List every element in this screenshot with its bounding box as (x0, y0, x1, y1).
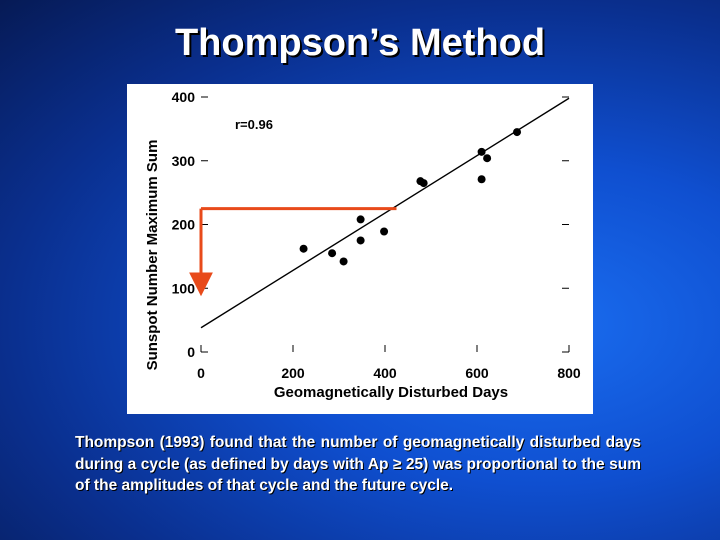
data-point (477, 175, 486, 184)
correlation-annotation: r=0.96 (235, 117, 273, 132)
y-tick-label: 400 (172, 89, 196, 105)
data-point (356, 236, 365, 245)
y-tick-label: 200 (172, 217, 196, 233)
data-point (356, 215, 365, 224)
x-tick-label: 0 (197, 365, 205, 381)
y-tick-label: 300 (172, 153, 196, 169)
slide-caption: Thompson (1993) found that the number of… (75, 434, 641, 494)
data-point (299, 244, 308, 253)
data-point (339, 257, 348, 266)
x-axis-label: Geomagnetically Disturbed Days (274, 384, 508, 401)
y-tick-label: 0 (187, 344, 195, 360)
x-tick-label: 200 (281, 365, 305, 381)
x-tick-label: 400 (373, 365, 397, 381)
data-point (328, 249, 337, 258)
scatter-chart: 0 100 200 300 400 0 200 400 600 800 r=0.96 Geomag… (144, 89, 581, 401)
y-tick-label: 100 (172, 280, 196, 296)
slide-title: Thompson’s Method (174, 22, 546, 64)
data-point (419, 179, 428, 188)
x-tick-label: 800 (557, 365, 581, 381)
data-point (513, 128, 522, 137)
data-point (380, 227, 389, 236)
data-point (477, 147, 486, 156)
data-point (483, 154, 492, 163)
x-tick-label: 600 (465, 365, 489, 381)
regression-line (200, 97, 570, 329)
y-axis-label: Sunspot Number Maximum Sum (144, 140, 161, 371)
chart-panel: 0 100 200 300 400 0 200 400 600 800 r=0.96 Geomag… (127, 84, 593, 414)
